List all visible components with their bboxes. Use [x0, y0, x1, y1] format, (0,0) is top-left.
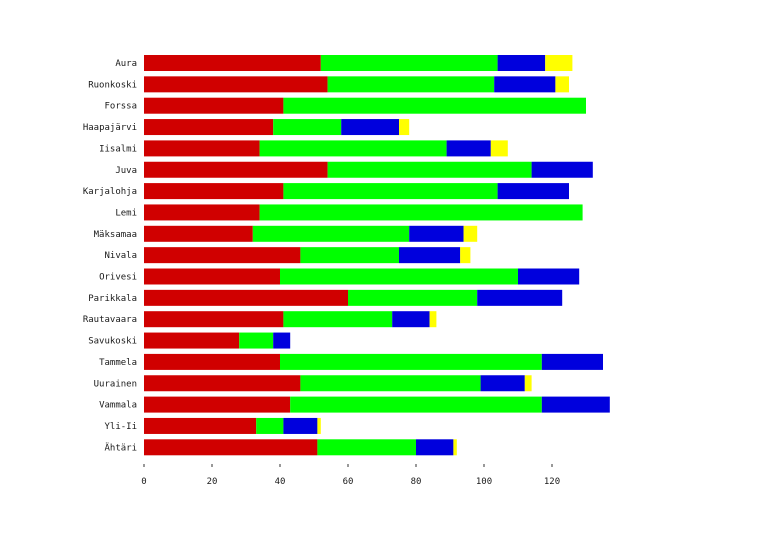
x-tick-label-120: 120	[544, 477, 560, 487]
x-tick-label-0: 0	[141, 477, 146, 487]
bar-iisalmi-segment-2	[259, 140, 447, 157]
bar-haapajarvi-segment-1	[144, 119, 274, 136]
bar-orivesi-segment-1	[144, 268, 280, 285]
bar-aura-segment-1	[144, 55, 321, 71]
x-tick-label-80: 80	[411, 477, 422, 487]
category-label-forssa: Forssa	[104, 102, 137, 112]
x-tick-label-40: 40	[275, 477, 286, 487]
bar-karjalohja-segment-3	[497, 183, 569, 200]
bar-maksamaa-segment-3	[409, 225, 464, 242]
bar-forssa-segment-1	[144, 97, 284, 114]
bar-juva-segment-2	[327, 161, 532, 178]
bar-ahtari-segment-2	[317, 439, 416, 456]
category-label-iisalmi: Iisalmi	[99, 144, 137, 154]
bar-tammela-segment-3	[541, 353, 603, 370]
x-tick-label-60: 60	[343, 477, 354, 487]
bar-ruonkoski-segment-2	[327, 76, 495, 93]
bar-juva-segment-1	[144, 161, 328, 178]
bar-aura-segment-2	[320, 55, 498, 71]
bar-forssa-segment-2	[283, 97, 586, 114]
bar-yli-ii-segment-1	[144, 417, 257, 434]
category-label-orivesi: Orivesi	[99, 273, 137, 283]
bar-aura-segment-3	[497, 55, 546, 71]
bar-nivala-segment-1	[144, 247, 301, 264]
bar-parikkala-segment-3	[477, 289, 563, 306]
bar-ruonkoski-segment-1	[144, 76, 328, 93]
bar-savukoski-segment-1	[144, 332, 240, 349]
bar-uurainen-segment-2	[300, 375, 481, 392]
bar-savukoski-segment-2	[239, 332, 274, 349]
bar-rautavaara-segment-2	[283, 311, 393, 328]
bar-iisalmi-segment-1	[144, 140, 260, 157]
bar-lemi-segment-2	[259, 204, 583, 221]
category-label-ahtari: Ähtäri	[104, 442, 137, 453]
category-label-juva: Juva	[115, 166, 137, 176]
bars-group	[144, 55, 610, 456]
bar-uurainen-segment-4	[524, 375, 532, 392]
category-label-lemi: Lemi	[115, 208, 137, 218]
category-label-ruonkoski: Ruonkoski	[88, 80, 137, 90]
bar-lemi-segment-1	[144, 204, 260, 221]
bar-haapajarvi-segment-3	[341, 119, 399, 136]
bar-karjalohja-segment-2	[283, 183, 498, 200]
category-label-vammala: Vammala	[99, 401, 137, 411]
bar-yli-ii-segment-3	[283, 417, 318, 434]
bar-juva-segment-3	[531, 161, 593, 178]
bar-ruonkoski-segment-3	[494, 76, 556, 93]
bar-nivala-segment-4	[460, 247, 471, 264]
bar-orivesi-segment-3	[518, 268, 580, 285]
bar-maksamaa-segment-4	[463, 225, 478, 242]
bar-yli-ii-segment-4	[317, 417, 321, 434]
category-label-savukoski: Savukoski	[88, 337, 137, 347]
bar-uurainen-segment-1	[144, 375, 301, 392]
bar-parikkala-segment-2	[348, 289, 478, 306]
category-label-tammela: Tammela	[99, 358, 137, 368]
bar-karjalohja-segment-1	[144, 183, 284, 200]
bar-vammala-segment-1	[144, 396, 291, 413]
bar-ahtari-segment-4	[453, 439, 457, 456]
bar-ahtari-segment-3	[416, 439, 454, 456]
bar-rautavaara-segment-3	[392, 311, 430, 328]
category-label-parikkala: Parikkala	[88, 294, 137, 304]
bar-ahtari-segment-1	[144, 439, 318, 456]
bar-aura-segment-4	[545, 55, 573, 71]
bar-nivala-segment-2	[300, 247, 399, 264]
bar-orivesi-segment-2	[280, 268, 518, 285]
bar-savukoski-segment-3	[273, 332, 291, 349]
bar-tammela-segment-1	[144, 353, 280, 370]
x-tick-label-20: 20	[207, 477, 218, 487]
bar-vammala-segment-2	[290, 396, 542, 413]
category-label-yli-ii: Yli-Ii	[104, 422, 137, 432]
bar-iisalmi-segment-3	[446, 140, 491, 157]
bar-uurainen-segment-3	[480, 375, 525, 392]
bar-yli-ii-segment-2	[256, 417, 284, 434]
bar-tammela-segment-2	[280, 353, 542, 370]
category-label-nivala: Nivala	[104, 251, 137, 261]
category-label-maksamaa: Mäksamaa	[94, 230, 137, 240]
category-label-rautavaara: Rautavaara	[83, 315, 137, 325]
category-label-aura: Aura	[115, 59, 137, 69]
category-label-uurainen: Uurainen	[94, 379, 137, 389]
bar-maksamaa-segment-2	[252, 225, 410, 242]
category-label-karjalohja: Karjalohja	[83, 187, 137, 197]
category-labels: Aura Ruonkoski Forssa Haapajärvi Iisalmi Juva…	[83, 59, 137, 453]
bar-iisalmi-segment-4	[490, 140, 508, 157]
bar-nivala-segment-3	[399, 247, 461, 264]
bar-maksamaa-segment-1	[144, 225, 253, 242]
x-tick-label-100: 100	[476, 477, 492, 487]
bar-haapajarvi-segment-4	[399, 119, 410, 136]
x-axis: 0 20 40 60 80 100 120	[141, 464, 560, 487]
bar-haapajarvi-segment-2	[273, 119, 342, 136]
bar-rautavaara-segment-1	[144, 311, 284, 328]
bar-vammala-segment-3	[541, 396, 610, 413]
bar-ruonkoski-segment-4	[555, 76, 569, 93]
category-label-haapajarvi: Haapajärvi	[83, 123, 137, 133]
bar-parikkala-segment-1	[144, 289, 348, 306]
bar-rautavaara-segment-4	[429, 311, 437, 328]
